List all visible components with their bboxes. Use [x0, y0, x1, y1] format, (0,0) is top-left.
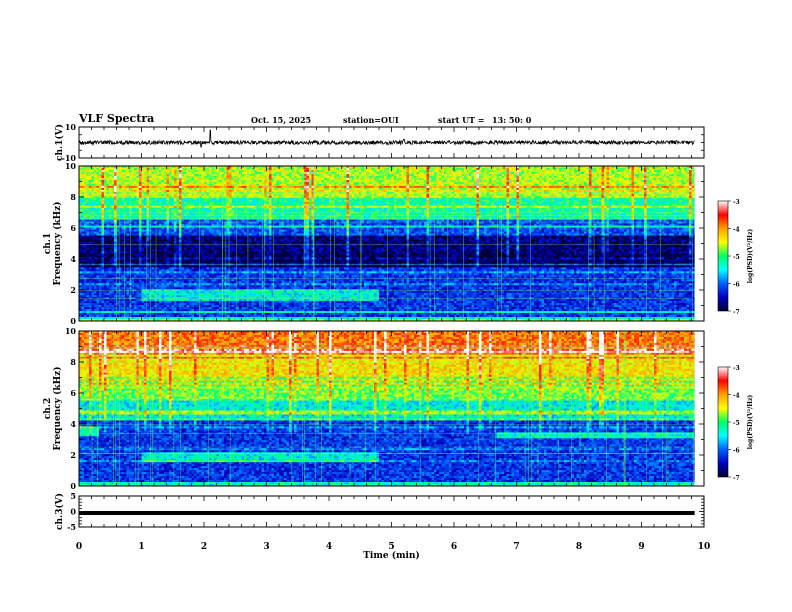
no-data-region [694, 331, 704, 486]
y-tick-label: 2 [70, 450, 76, 460]
x-tick-label: 0 [76, 542, 82, 552]
no-data-region [694, 166, 704, 321]
colorbar [717, 366, 731, 478]
x-tick-label: 8 [576, 542, 582, 552]
y-tick-label: 0 [70, 316, 76, 326]
colorbar-tick-label: -3 [733, 199, 740, 206]
y-tick-label: 10 [65, 326, 77, 336]
colorbar [717, 200, 731, 312]
x-tick-label: 6 [451, 542, 457, 552]
ch2-spectrogram-axes [78, 330, 705, 487]
waveform-layer [78, 129, 695, 516]
start-ut-label: start UT = [438, 115, 485, 125]
x-tick-label: 2 [201, 542, 207, 552]
chart-title: VLF Spectra [79, 112, 154, 125]
y-tick-label: 10 [65, 161, 77, 171]
y-tick-label: 8 [70, 357, 76, 367]
colorbar-label: log(PSD)(V²/Hz) [747, 395, 754, 450]
y-tick-label: 4 [70, 419, 76, 429]
y-tick-label: 6 [70, 223, 76, 233]
start-ut-time: 13: 50: 0 [492, 115, 531, 125]
y-axis-label: ch.3(V) [54, 493, 65, 530]
y-tick-label: 4 [70, 254, 76, 264]
colorbar-tick-label: -5 [733, 254, 740, 261]
ch1-waveform-axes [78, 126, 705, 159]
y-tick-label: 0 [70, 481, 76, 491]
y-axis-label: Frequency (kHz) [52, 201, 63, 285]
y-tick-label: 8 [70, 192, 76, 202]
x-tick-label: 3 [263, 542, 269, 552]
x-tick-label: 9 [638, 542, 644, 552]
colorbar-tick-label: -4 [733, 393, 740, 400]
ch1-spectrogram-image [78, 166, 705, 322]
labels-layer: 10-100246810024681050-5ch.1(V)ch.3(V)ch.… [43, 122, 754, 561]
y-tick-label: 10 [65, 122, 77, 132]
colorbar-tick-label: -3 [733, 365, 740, 372]
y-axis-label: Frequency (kHz) [52, 366, 63, 450]
x-axis-label: Time (min) [363, 550, 420, 561]
ch1-spectrogram-axes [78, 165, 705, 322]
ch1-waveform-trace [78, 129, 695, 148]
x-tick-label: 1 [138, 542, 144, 552]
y-tick-label: -5 [67, 522, 76, 532]
y-tick-label: 5 [70, 491, 76, 501]
spectrogram-layer [78, 166, 705, 487]
colorbar-label: log(PSD)(V²/Hz) [747, 229, 754, 284]
y-axis-label: ch.1 [43, 233, 53, 254]
y-tick-label: 6 [70, 388, 76, 398]
axes-layer [78, 126, 731, 528]
station-label: station=OUI [343, 115, 399, 125]
x-tick-label: 10 [698, 542, 711, 552]
y-axis-label: ch.1(V) [54, 124, 65, 161]
x-tick-label: 5 [388, 542, 394, 552]
ch2-spectrogram-image [79, 331, 705, 487]
y-tick-label: 2 [70, 285, 76, 295]
x-tick-label: 7 [513, 542, 519, 552]
date-label: Oct. 15, 2025 [251, 115, 311, 125]
colorbar-tick-label: -7 [733, 475, 740, 482]
colorbar-tick-label: -6 [733, 282, 740, 289]
y-axis-label: ch.2 [43, 398, 53, 419]
colorbar-tick-label: -7 [733, 309, 740, 316]
y-tick-label: 0 [70, 507, 76, 517]
y-tick-label: -10 [62, 153, 77, 163]
colorbar-scale [717, 200, 729, 312]
colorbar-tick-label: -6 [733, 448, 740, 455]
colorbar-scale [717, 366, 729, 478]
colorbar-tick-label: -4 [733, 227, 740, 234]
x-tick-label: 4 [326, 542, 332, 552]
ch3-waveform-axes [78, 495, 705, 528]
colorbar-tick-label: -5 [733, 420, 740, 427]
